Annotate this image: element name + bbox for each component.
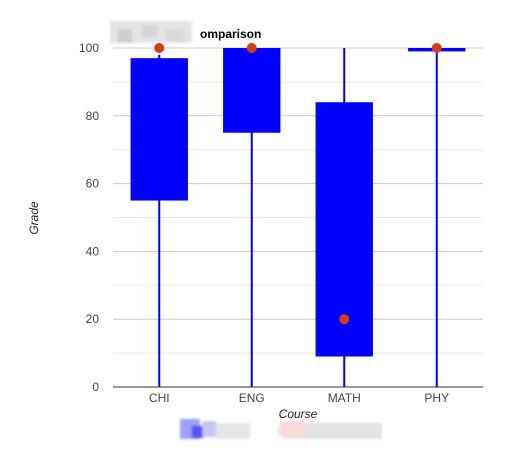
y-tick-label: 20 [86, 312, 100, 326]
x-tick-label: PHY [424, 391, 449, 405]
grade-point-math[interactable] [339, 314, 350, 325]
candlestick-body [223, 48, 281, 133]
x-axis-ticks: CHI ENG MATH PHY [149, 391, 449, 405]
x-tick-label: MATH [328, 391, 361, 405]
chart-title: omparison [200, 27, 261, 41]
y-tick-label: 0 [92, 380, 99, 394]
candlestick-chi[interactable] [130, 54, 188, 387]
y-tick-label: 100 [79, 41, 99, 55]
candlestick-boxes [130, 48, 466, 387]
grade-point-eng[interactable] [246, 43, 257, 53]
grade-point-phy[interactable] [431, 43, 442, 53]
candlestick-body [130, 58, 188, 201]
grade-points [154, 43, 442, 325]
y-axis-label: Grade [27, 201, 41, 235]
y-tick-label: 80 [86, 109, 100, 123]
y-axis-ticks: 0 20 40 60 80 100 [79, 41, 99, 394]
x-tick-label: CHI [149, 391, 170, 405]
candlestick-body [315, 102, 373, 357]
y-tick-label: 40 [86, 244, 100, 258]
y-tick-label: 60 [86, 177, 100, 191]
title-redaction [110, 21, 192, 43]
legend-item-point[interactable] [278, 421, 382, 439]
candlestick-eng[interactable] [223, 48, 281, 387]
legend-redaction [180, 419, 382, 439]
x-tick-label: ENG [239, 391, 265, 405]
candlestick-math[interactable] [315, 48, 373, 387]
grade-point-chi[interactable] [154, 43, 165, 53]
legend-item-box[interactable] [180, 419, 250, 439]
x-axis-label: Course [279, 407, 318, 421]
